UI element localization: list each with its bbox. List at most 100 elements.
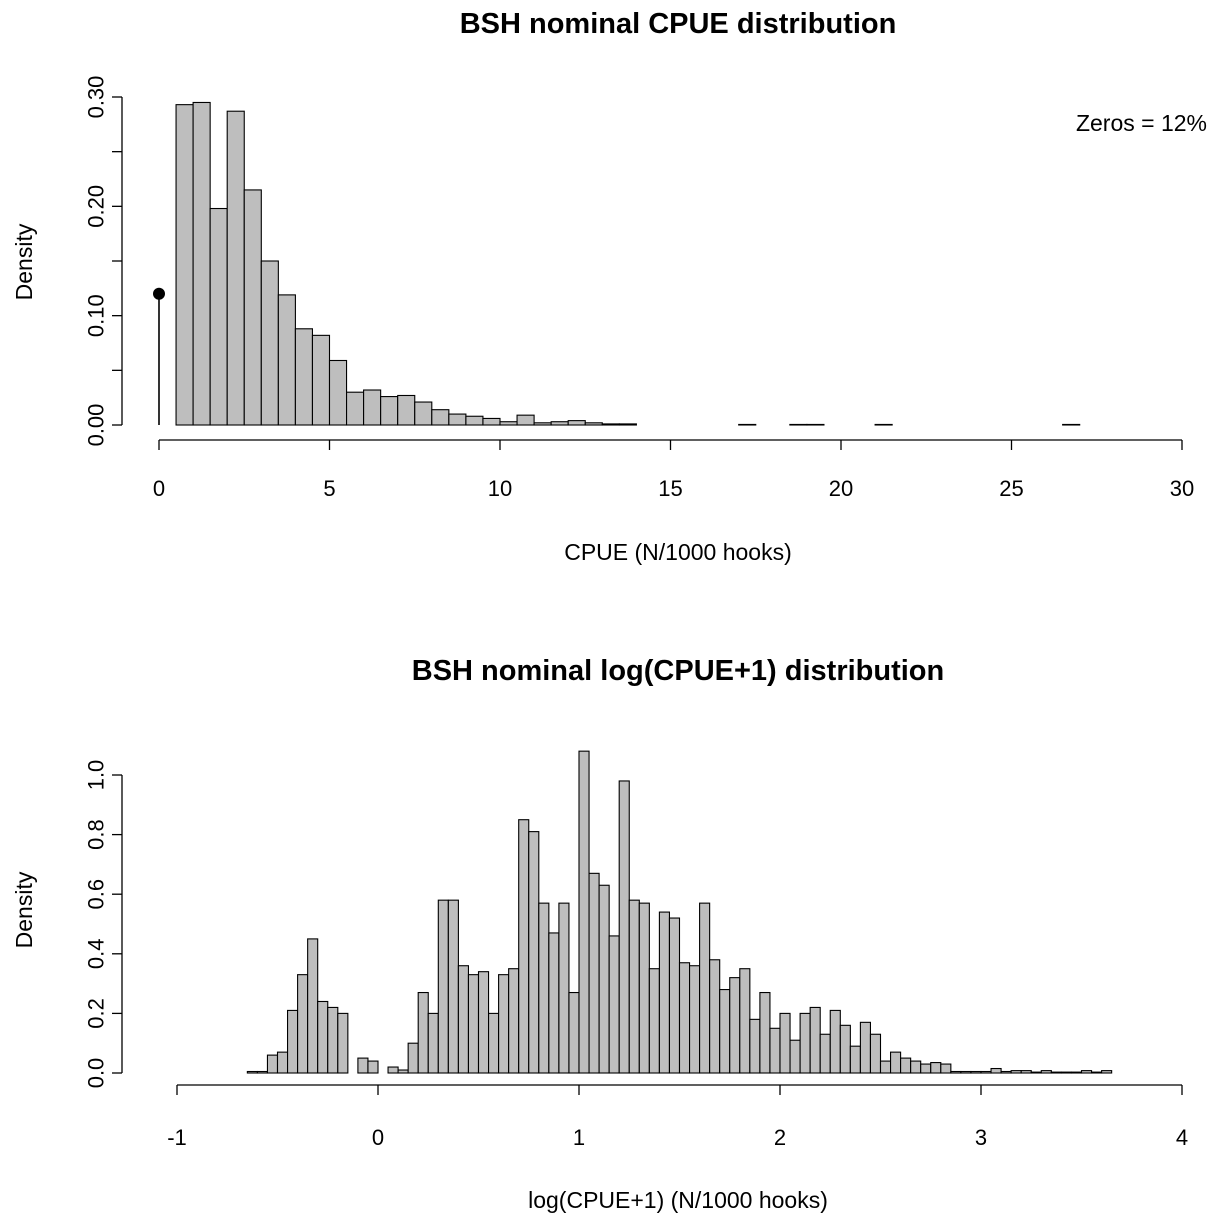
histogram-bar: [568, 991, 580, 1074]
y-tick-label: 0.2: [84, 998, 109, 1029]
histogram-bar: [970, 1070, 982, 1074]
histogram-bar: [482, 417, 501, 426]
histogram-bar: [900, 1057, 912, 1074]
histogram-bar: [869, 1033, 882, 1074]
histogram-bar: [558, 902, 570, 1074]
histogram-bar: [357, 1057, 369, 1074]
histogram-bar: [226, 110, 245, 426]
histogram-bar: [518, 819, 530, 1074]
y-tick-label: 0.00: [84, 404, 109, 447]
histogram-bar: [738, 423, 757, 426]
histogram-bar: [874, 423, 893, 426]
x-tick-label: 30: [1170, 476, 1194, 501]
histogram-bar: [829, 1009, 841, 1074]
histogram-bar: [1091, 1071, 1103, 1074]
histogram-bar: [598, 884, 610, 1074]
histogram-bar: [658, 911, 671, 1074]
histogram-bar: [311, 334, 331, 426]
histogram-bar: [799, 1012, 811, 1074]
y-tick-label: 0.8: [84, 819, 109, 850]
y-axis-label: Density: [11, 223, 37, 300]
histogram-bar: [809, 1006, 821, 1074]
bar-series: [175, 101, 1081, 426]
histogram-bar: [243, 189, 262, 426]
histogram-bar: [516, 414, 535, 426]
histogram-bar: [533, 422, 552, 426]
histogram-bar: [550, 421, 569, 426]
histogram-bar: [1050, 1071, 1062, 1074]
histogram-bar: [819, 1033, 831, 1074]
x-axis-label: CPUE (N/1000 hooks): [564, 539, 792, 565]
histogram-bar: [427, 1012, 439, 1074]
x-tick-label: 0: [372, 1125, 384, 1150]
zero-spike: [153, 287, 165, 425]
histogram-bar: [1000, 1070, 1012, 1074]
x-tick-label: 20: [829, 476, 853, 501]
histogram-bar: [498, 974, 510, 1074]
x-tick-label: 5: [323, 476, 335, 501]
histogram-bar: [1080, 1070, 1093, 1074]
histogram-bar: [465, 415, 484, 426]
zeros-annotation: Zeros = 12%: [1076, 110, 1207, 136]
histogram-bar: [266, 1054, 279, 1074]
histogram-bar: [363, 389, 382, 426]
histogram-bar: [688, 965, 701, 1074]
x-tick-label: 15: [658, 476, 682, 501]
histogram-bar: [345, 391, 365, 426]
histogram-bar: [246, 1070, 258, 1074]
histogram-bar: [980, 1070, 992, 1074]
x-tick-label: 0: [153, 476, 165, 501]
y-tick-label: 0.4: [84, 939, 109, 970]
histogram-bar: [192, 101, 211, 426]
histogram-bar: [588, 872, 600, 1074]
histogram-bar: [1070, 1071, 1083, 1074]
histogram-bar: [739, 968, 751, 1074]
zero-spike-point: [153, 287, 165, 300]
histogram-bar: [276, 1051, 289, 1074]
histogram-bar: [467, 974, 480, 1074]
histogram-bar: [327, 1006, 339, 1074]
histogram-bar: [618, 423, 637, 426]
histogram-bar: [499, 421, 518, 426]
chart-title: BSH nominal log(CPUE+1) distribution: [412, 655, 944, 687]
cpue-histogram-panel: BSH nominal CPUE distribution CPUE (N/10…: [11, 8, 1207, 565]
histogram-bar: [407, 1042, 419, 1074]
histogram-bar: [729, 977, 741, 1074]
histogram-bar: [437, 899, 449, 1074]
y-tick-label: 0.6: [84, 879, 109, 910]
chart-title: BSH nominal CPUE distribution: [460, 8, 897, 40]
histogram-bar: [397, 394, 416, 426]
histogram-bar: [256, 1070, 268, 1074]
histogram-bar: [849, 1045, 861, 1074]
histogram-bar: [789, 1039, 801, 1074]
histogram-bar: [699, 902, 711, 1074]
histogram-bar: [759, 991, 771, 1074]
histogram-bar: [618, 780, 630, 1074]
x-tick-label: 10: [488, 476, 512, 501]
histogram-bar: [328, 359, 348, 426]
histogram-bar: [294, 328, 313, 426]
histogram-bar: [367, 1060, 379, 1074]
histogram-bar: [889, 1051, 902, 1074]
histogram-bar: [584, 422, 603, 426]
histogram-bar: [910, 1060, 922, 1074]
histogram-bar: [719, 989, 731, 1074]
histogram-bar: [307, 938, 319, 1074]
histogram-bar: [538, 902, 550, 1074]
histogram-bar: [601, 423, 620, 426]
x-axis-label: log(CPUE+1) (N/1000 hooks): [528, 1187, 828, 1213]
histogram-bar: [648, 968, 660, 1074]
histogram-bar: [749, 1018, 761, 1074]
histogram-bar: [1040, 1070, 1052, 1074]
histogram-bar: [628, 899, 640, 1074]
histogram-bar: [608, 935, 620, 1074]
x-tick-label: 1: [573, 1125, 585, 1150]
x-axis: 0 5 10 15 20 25 30: [153, 439, 1194, 501]
y-tick-label: 1.0: [84, 760, 109, 791]
histogram-bar: [297, 974, 309, 1074]
histogram-bar: [457, 965, 469, 1074]
histogram-bar: [960, 1070, 972, 1074]
histogram-bar: [337, 1012, 349, 1074]
histogram-bar: [286, 1009, 299, 1074]
